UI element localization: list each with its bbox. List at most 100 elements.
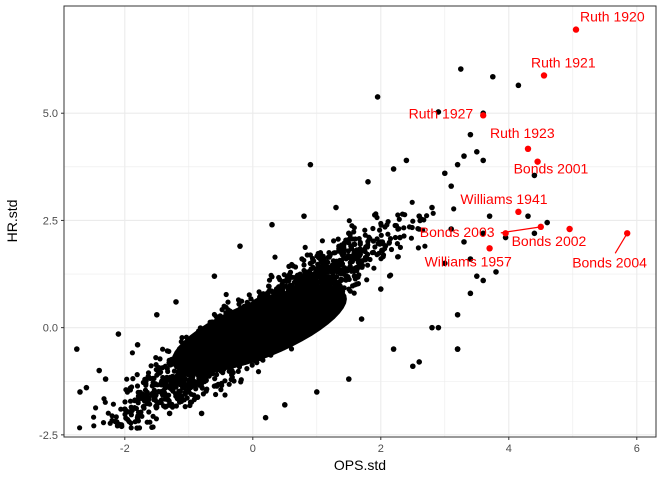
scatter-point xyxy=(279,281,285,287)
scatter-point xyxy=(239,298,245,304)
scatter-point xyxy=(480,277,487,284)
scatter-point xyxy=(390,166,397,172)
scatter-point xyxy=(190,372,196,378)
scatter-point xyxy=(401,225,407,231)
scatter-point xyxy=(139,413,145,419)
scatter-point xyxy=(135,397,142,403)
scatter-point xyxy=(134,341,141,348)
scatter-point xyxy=(396,216,402,222)
scatter-point xyxy=(351,273,357,279)
scatter-point xyxy=(288,346,295,352)
scatter-point xyxy=(341,285,347,291)
scatter-point xyxy=(123,387,129,393)
scatter-point xyxy=(113,414,119,420)
scatter-point xyxy=(454,161,461,168)
scatter-point xyxy=(219,380,225,386)
scatter-point xyxy=(153,355,159,361)
x-tick-label: 4 xyxy=(506,443,512,455)
scatter-points xyxy=(74,66,550,431)
scatter-point xyxy=(223,304,229,310)
scatter-point xyxy=(211,273,218,279)
scatter-point xyxy=(188,399,195,405)
scatter-point xyxy=(286,271,293,277)
scatter-point xyxy=(181,397,187,403)
scatter-point xyxy=(349,223,355,229)
point-label: Williams 1957 xyxy=(425,253,512,269)
scatter-point xyxy=(307,260,313,266)
scatter-point xyxy=(390,346,397,352)
scatter-point xyxy=(109,413,115,419)
scatter-point xyxy=(421,217,427,223)
x-tick-label: -2 xyxy=(120,443,130,455)
scatter-point xyxy=(356,272,362,278)
scatter-point xyxy=(282,402,288,408)
scatter-point xyxy=(173,299,179,305)
point-label: Ruth 1927 xyxy=(409,105,474,121)
scatter-point xyxy=(140,396,146,402)
scatter-point xyxy=(474,149,480,155)
scatter-point xyxy=(100,420,107,426)
scatter-point xyxy=(435,324,442,331)
scatter-point xyxy=(337,243,344,249)
scatter-point xyxy=(134,414,141,421)
scatter-point xyxy=(372,244,378,250)
scatter-point xyxy=(161,377,168,383)
scatter-point xyxy=(395,212,401,218)
scatter-point xyxy=(346,230,352,237)
scatter-point xyxy=(93,405,99,411)
scatter-point xyxy=(333,204,339,211)
y-tick-label: 2.5 xyxy=(43,215,58,227)
scatter-point xyxy=(354,247,360,253)
scatter-point xyxy=(315,261,321,267)
scatter-point xyxy=(166,398,172,404)
scatter-point xyxy=(346,218,352,224)
scatter-point xyxy=(304,282,310,288)
scatter-point xyxy=(383,243,389,249)
y-axis: -2.5 0.0 2.5 5.0 xyxy=(39,108,64,442)
scatter-point xyxy=(135,389,141,395)
scatter-point xyxy=(387,236,394,242)
scatter-point xyxy=(162,363,168,369)
point-labels: Ruth 1920 Ruth 1921 Ruth 1927 Ruth 1923 Bond… xyxy=(409,9,648,271)
scatter-point xyxy=(377,227,383,233)
x-axis: -2 0 2 4 6 xyxy=(120,437,640,455)
scatter-point xyxy=(392,234,398,241)
scatter-point xyxy=(429,204,435,211)
scatter-point xyxy=(77,425,83,431)
scatter-point xyxy=(122,399,128,405)
scatter-point xyxy=(345,254,351,261)
scatter-point xyxy=(173,403,179,409)
scatter-point xyxy=(290,263,296,269)
point-label: Bonds 2001 xyxy=(514,161,589,177)
scatter-point xyxy=(314,272,320,278)
scatter-point xyxy=(301,257,307,263)
scatter-point xyxy=(363,257,369,263)
scatter-point xyxy=(262,414,269,421)
scatter-point xyxy=(143,382,149,388)
scatter-point xyxy=(102,399,108,405)
scatter-point xyxy=(134,383,141,389)
scatter-point-core xyxy=(171,286,347,374)
scatter-point xyxy=(146,409,152,415)
scatter-point xyxy=(266,283,272,289)
scatter-point xyxy=(396,226,402,232)
scatter-point xyxy=(490,73,496,80)
scatter-point xyxy=(451,206,457,212)
scatter-point xyxy=(435,109,442,115)
scatter-point xyxy=(410,363,416,370)
scatter-point xyxy=(196,375,202,381)
scatter-point xyxy=(334,283,340,289)
scatter-point xyxy=(544,219,550,226)
scatter-point xyxy=(154,311,160,318)
scatter-point xyxy=(214,372,220,378)
scatter-point xyxy=(166,357,172,363)
scatter-point xyxy=(148,363,154,369)
scatter-point xyxy=(279,286,285,292)
highlight-point xyxy=(572,26,580,33)
scatter-point xyxy=(335,236,341,242)
scatter-point xyxy=(378,256,384,262)
scatter-point xyxy=(166,410,173,417)
scatter-point xyxy=(302,244,308,250)
scatter-point xyxy=(388,246,395,253)
scatter-point xyxy=(235,368,241,374)
